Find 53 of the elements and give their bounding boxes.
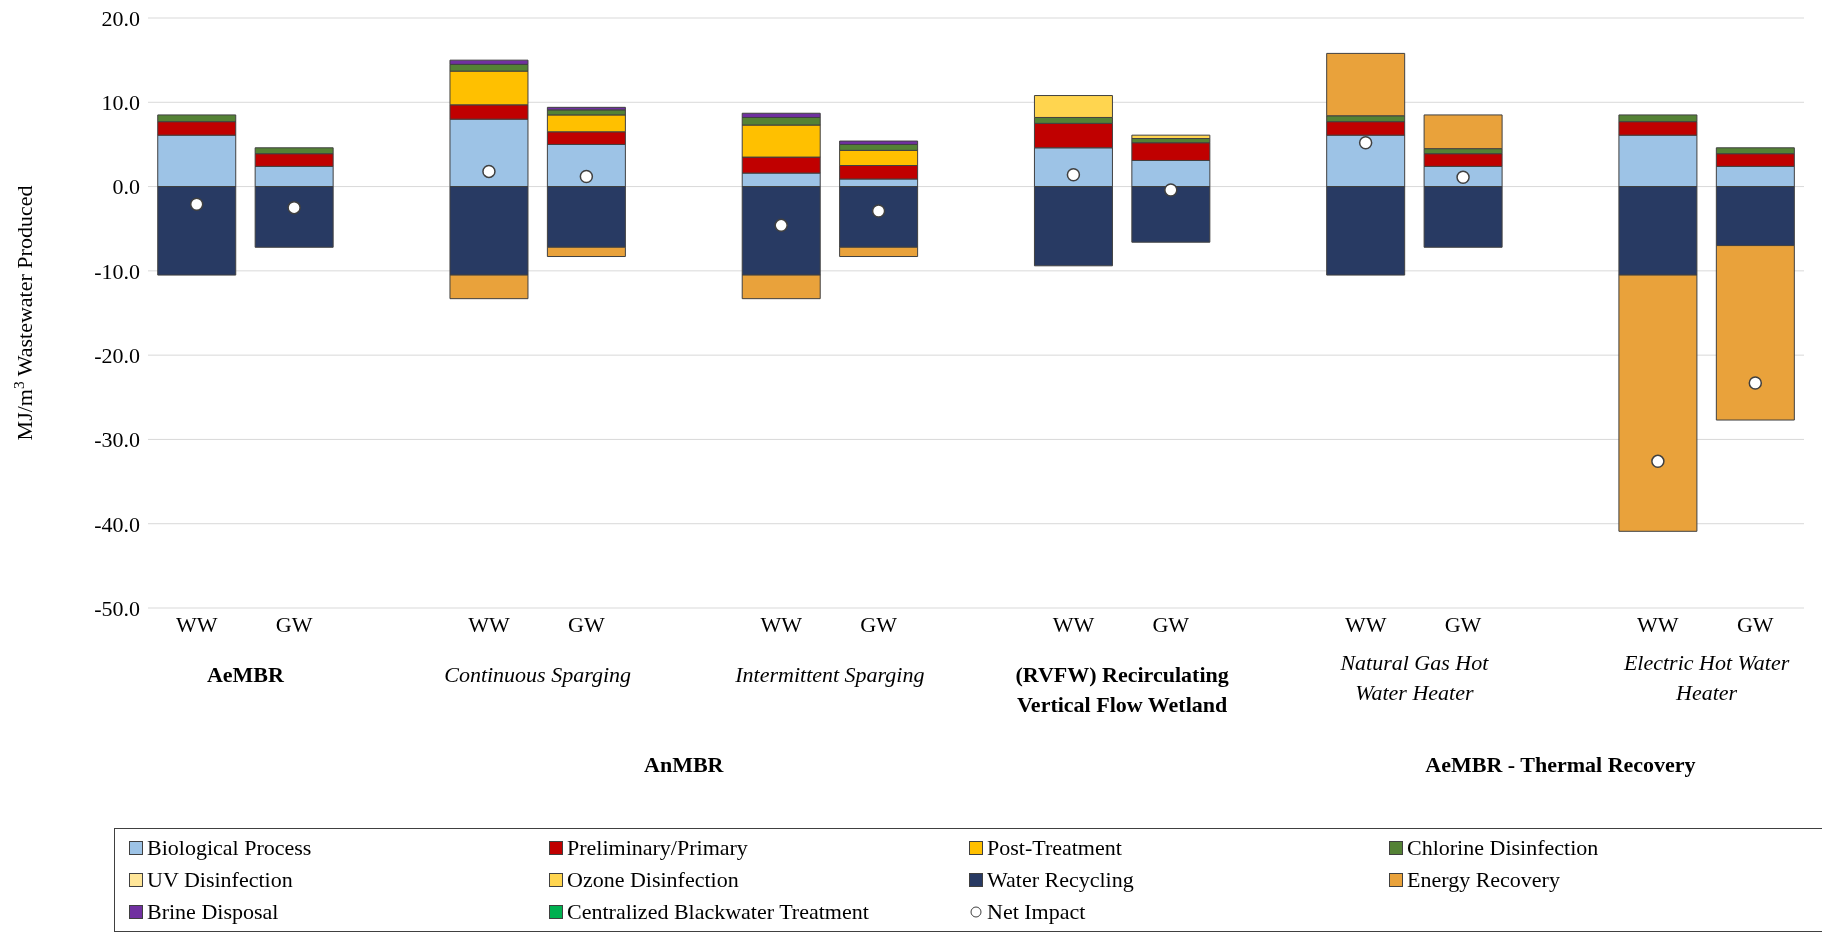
text: (RVFW) Recirculating Vertical Flow Wetland [1014,661,1230,719]
x-tick-label: WW [175,611,218,637]
x-tick-label: WW [468,611,510,637]
point [1164,183,1178,197]
x-tick-label: GW [1152,611,1190,637]
point [1066,168,1081,182]
bar [1131,134,1211,140]
y-tick-label: -20.0 [94,342,140,368]
legend-label: Chlorine Disinfection [1407,835,1599,861]
x-tick-label: GW [1444,611,1482,637]
legend-label: Net Impact [987,899,1086,925]
y-tick-label: 10.0 [101,90,140,116]
text: Natural Gas Hot Water Heater [1339,649,1490,707]
x-tick-label: WW [1637,611,1679,637]
y-tick-label: -40.0 [94,511,140,537]
bar [1423,114,1503,150]
point [1651,454,1665,469]
text: Intermittent Sparging [734,661,926,689]
legend-label: Energy Recovery [1407,867,1560,893]
legend-label: Post-Treatment [987,835,1122,861]
legend-label: Water Recycling [987,867,1134,893]
y-tick-label: 20.0 [101,5,140,31]
y-tick-label: -30.0 [94,427,140,453]
text: Continuous Sparging [443,661,633,689]
text: AeMBR [205,661,285,689]
point [774,218,788,233]
point [189,197,204,212]
text: Electric Hot Water Heater [1622,649,1791,707]
x-tick-label: GW [860,611,898,637]
y-tick-label: -10.0 [94,258,140,284]
x-tick-label: WW [1344,611,1387,637]
legend-label: Biological Process [147,835,312,861]
x-tick-label: GW [275,611,313,637]
legend-label: UV Disinfection [147,867,293,893]
legend-label: Preliminary/Primary [567,835,748,861]
text: AnMBR [643,751,725,779]
point [1358,135,1373,150]
y-tick-label: -50.0 [94,595,140,621]
x-tick-label: WW [1052,611,1095,637]
y-tick-label: 0.0 [112,174,140,200]
x-tick-label: GW [568,611,605,637]
x-tick-label: WW [760,611,803,637]
point [287,200,301,215]
text: AeMBR - Thermal Recovery [1424,751,1697,779]
x-tick-label: GW [1736,611,1774,637]
legend-label: Centralized Blackwater Treatment [567,899,869,925]
point [482,164,496,179]
point [579,169,594,184]
legend-label: Brine Disposal [147,899,279,925]
point [871,204,886,218]
point [1748,376,1763,390]
point [1456,170,1470,185]
legend-label: Ozone Disinfection [567,867,739,893]
